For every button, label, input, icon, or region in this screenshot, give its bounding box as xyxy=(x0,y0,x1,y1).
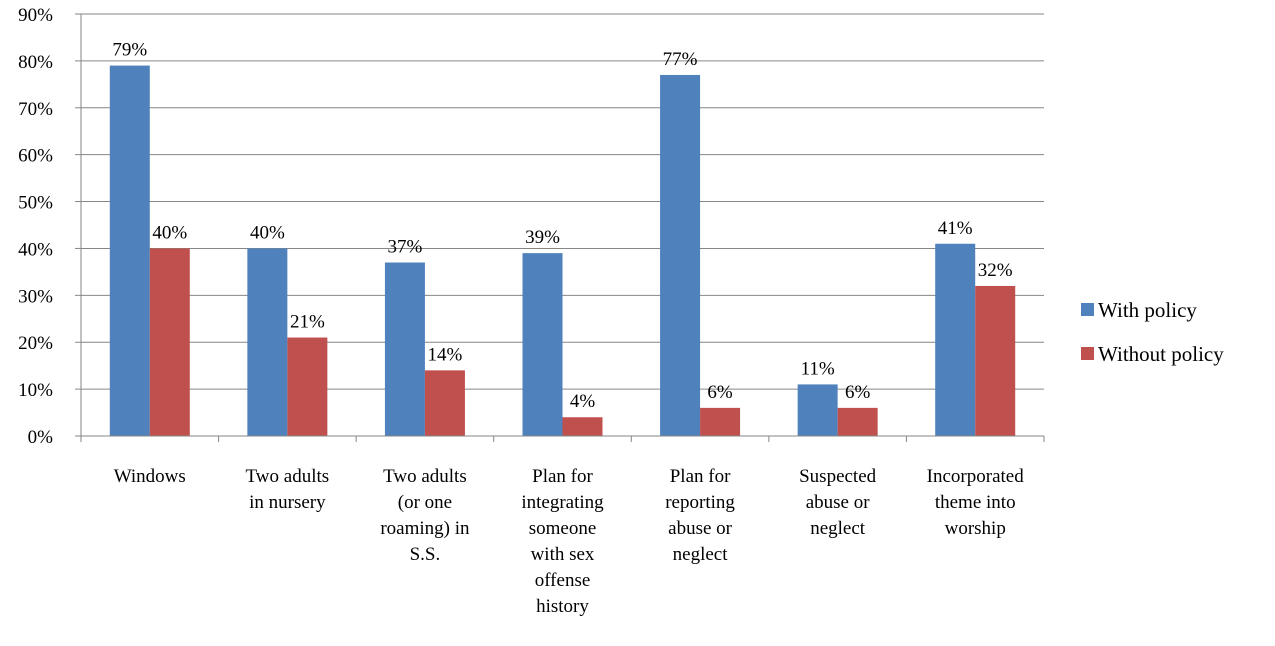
x-tick-label: Incorporated theme into worship xyxy=(927,466,1025,539)
data-label: 79% xyxy=(112,40,147,61)
data-label: 37% xyxy=(388,237,423,258)
legend-swatch xyxy=(1081,347,1094,360)
bar xyxy=(247,248,287,436)
data-label: 40% xyxy=(152,222,187,243)
y-tick-label: 60% xyxy=(18,146,53,167)
data-label: 41% xyxy=(938,218,973,239)
bar xyxy=(660,75,700,436)
bar xyxy=(523,253,563,436)
y-tick-label: 50% xyxy=(18,193,53,214)
data-label: 11% xyxy=(801,358,835,379)
x-tick-label: Two adults in nursery xyxy=(246,466,330,513)
y-tick-label: 30% xyxy=(18,286,53,307)
y-tick-labels: 0% 10% 20% 30% 40% 50% 60% 70% 80% 90% xyxy=(18,5,53,448)
data-label: 32% xyxy=(978,260,1013,281)
y-tick-label: 10% xyxy=(18,380,53,401)
y-tick-label: 90% xyxy=(18,5,53,26)
data-label: 6% xyxy=(845,382,871,403)
data-label: 39% xyxy=(525,227,560,248)
data-label: 14% xyxy=(428,344,463,365)
bar xyxy=(838,408,878,436)
x-tick-label: Plan for reporting abuse or neglect xyxy=(665,466,735,565)
x-tick-label: Windows xyxy=(114,466,186,487)
bar xyxy=(287,338,327,436)
data-label: 6% xyxy=(707,382,733,403)
y-tick-label: 40% xyxy=(18,239,53,260)
x-tick-label: Two adults (or one roaming) in S.S. xyxy=(380,466,470,565)
bar xyxy=(385,263,425,436)
bars xyxy=(110,66,1015,436)
data-label: 4% xyxy=(570,391,596,412)
bar xyxy=(700,408,740,436)
bar xyxy=(425,370,465,436)
x-tick-labels: Windows Two adults in nursery Two adults (or… xyxy=(114,466,1024,617)
data-label: 77% xyxy=(663,49,698,70)
data-label: 40% xyxy=(250,222,285,243)
legend: With policy Without policy xyxy=(1081,298,1224,366)
legend-label: Without policy xyxy=(1098,342,1224,366)
legend-swatch xyxy=(1081,303,1094,316)
bar xyxy=(110,66,150,436)
y-tick-label: 70% xyxy=(18,99,53,120)
legend-label: With policy xyxy=(1098,298,1197,322)
bar xyxy=(935,244,975,436)
data-label: 21% xyxy=(290,312,325,333)
bar xyxy=(563,417,603,436)
y-tick-label: 80% xyxy=(18,52,53,73)
bar xyxy=(150,248,190,436)
x-tick-label: Suspected abuse or neglect xyxy=(799,466,877,539)
y-tick-label: 0% xyxy=(28,427,54,448)
y-tick-label: 20% xyxy=(18,333,53,354)
x-tick-label: Plan for integrating someone with sex offens… xyxy=(521,466,604,617)
bar xyxy=(975,286,1015,436)
bar xyxy=(798,384,838,436)
